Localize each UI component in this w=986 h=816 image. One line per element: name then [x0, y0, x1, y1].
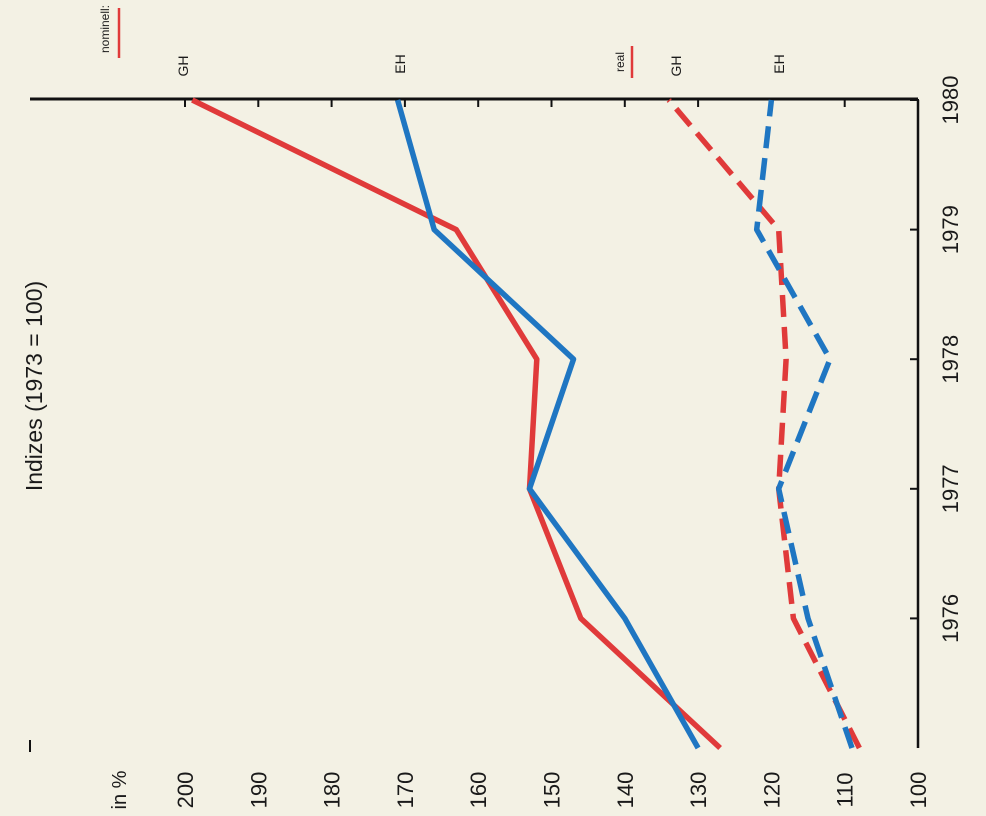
year-tick-label: 1978	[938, 335, 963, 384]
data-series	[191, 97, 862, 751]
year-tick-label: 1979	[938, 205, 963, 254]
legend-eh-real: EH	[771, 54, 787, 73]
value-tick-label: 140	[613, 772, 638, 809]
year-tick-label: 1977	[938, 464, 963, 513]
year-tick-label: 1980	[938, 76, 963, 125]
chart-axes	[29, 97, 920, 752]
legend-nominal-label: nominell:	[98, 5, 112, 53]
unit-label: in %	[109, 770, 131, 809]
value-tick-label: 160	[466, 772, 491, 809]
value-tick-label: 200	[173, 772, 198, 809]
legend-eh-nominal: EH	[392, 54, 408, 73]
value-tick-label: 100	[906, 772, 931, 809]
legend-gh-real: GH	[668, 56, 684, 77]
value-tick-label: 150	[540, 772, 565, 809]
series-line-real-eh	[753, 99, 855, 749]
tick-labels: 100 110 120 130 140 150 160 170 180 190 200 1976 197…	[173, 76, 963, 809]
value-tick-label: 130	[686, 772, 711, 809]
series-line-nominell-gh	[191, 97, 722, 751]
series-line-nominell-eh	[394, 99, 701, 750]
value-tick-label: 120	[759, 772, 784, 809]
legend: nominell: real GH EH GH EH	[98, 5, 787, 78]
chart-title: Indizes (1973 = 100)	[21, 281, 47, 491]
value-tick-label: 180	[320, 772, 345, 809]
legend-gh-nominal: GH	[175, 56, 191, 77]
value-tick-label: 190	[246, 772, 271, 809]
year-tick-label: 1976	[938, 594, 963, 643]
legend-real-label: real	[613, 52, 627, 72]
value-tick-label: 110	[833, 772, 858, 807]
value-tick-label: 170	[393, 772, 418, 809]
